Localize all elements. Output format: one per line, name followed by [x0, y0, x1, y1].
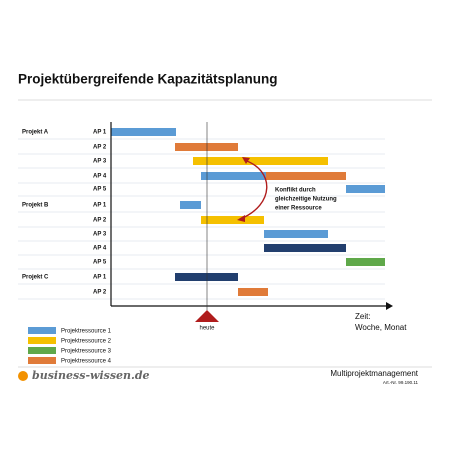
bar [346, 185, 385, 193]
package-label: AP 2 [93, 218, 107, 224]
legend-label: Projektressource 3 [61, 349, 112, 355]
bar [201, 216, 264, 224]
bar [201, 172, 266, 180]
package-label: AP 1 [93, 275, 107, 281]
bar [238, 288, 268, 296]
footer-article: Art.-Nr. 99.190.11 [383, 380, 419, 385]
package-label: AP 1 [93, 130, 107, 136]
package-label: AP 5 [93, 187, 107, 193]
package-label: AP 2 [93, 290, 107, 296]
legend-label: Projektressource 4 [61, 359, 112, 365]
project-label: Projekt C [22, 275, 49, 281]
project-label: Projekt B [22, 203, 49, 209]
package-label: AP 4 [93, 174, 107, 180]
package-label: AP 4 [93, 246, 107, 252]
legend-swatch [28, 347, 56, 354]
today-label: heute [199, 326, 215, 332]
bar [264, 244, 346, 252]
bar [193, 157, 328, 165]
bar [346, 258, 385, 266]
bar [175, 273, 238, 281]
bar [175, 143, 238, 151]
legend-swatch [28, 357, 56, 364]
annotation: einer Ressource [275, 206, 322, 212]
package-label: AP 1 [93, 203, 107, 209]
today-marker [195, 310, 219, 322]
arrow-head [242, 157, 250, 164]
axis-arrow [386, 302, 393, 310]
legend-swatch [28, 337, 56, 344]
logo-dot [18, 371, 28, 381]
package-label: AP 3 [93, 159, 107, 165]
arrow-head [237, 215, 245, 222]
rows: Projekt A AP 1 AP 2 AP 3 AP 4 AP 5 Projekt B AP… [18, 130, 385, 300]
bar [264, 230, 328, 238]
footer-title: Multiprojektmanagement [330, 369, 418, 378]
legend-label: Projektressource 2 [61, 339, 112, 345]
title: Projektübergreifende Kapazitätsplanung [18, 72, 278, 87]
bar [111, 128, 176, 136]
axis-label: Woche, Monat [355, 323, 407, 332]
bars [111, 128, 385, 296]
conflict-arrow [239, 159, 268, 220]
package-label: AP 3 [93, 232, 107, 238]
bar [180, 201, 201, 209]
legend-swatch [28, 327, 56, 334]
logo: business-wissen.de [32, 369, 150, 382]
annotation: gleichzeitige Nutzung [275, 197, 337, 203]
package-label: AP 2 [93, 145, 107, 151]
bar [266, 172, 346, 180]
project-label: Projekt A [22, 130, 49, 136]
axis-label: Zeit: [355, 312, 371, 321]
package-label: AP 5 [93, 260, 107, 266]
annotation: Konflikt durch [275, 188, 316, 194]
legend-label: Projektressource 1 [61, 329, 112, 335]
